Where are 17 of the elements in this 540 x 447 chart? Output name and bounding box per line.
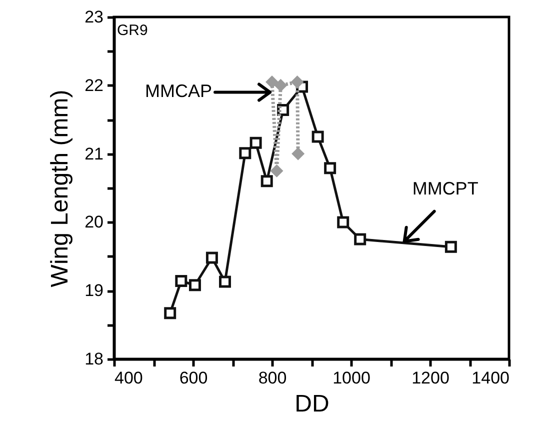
x-tick-label: 1400 xyxy=(472,368,510,388)
annotation: MMCAP xyxy=(145,81,212,102)
y-tick-label: 18 xyxy=(84,350,104,368)
annotation: GR9 xyxy=(117,22,148,39)
y-tick-label: 23 xyxy=(84,8,104,26)
x-tick-label: 400 xyxy=(114,368,143,388)
x-tick-label: 1200 xyxy=(412,368,450,388)
y-axis-title: Wing Length (mm) xyxy=(46,90,74,288)
y-tick-label: 20 xyxy=(84,212,104,232)
x-tick-label: 1000 xyxy=(332,368,370,388)
x-axis-title: DD xyxy=(294,390,330,418)
y-tick-label: 22 xyxy=(84,76,104,95)
x-tick-label: 600 xyxy=(179,368,208,388)
y-tick-label: 19 xyxy=(84,281,104,300)
annotation: MMCPT xyxy=(412,178,478,198)
x-tick-label: 800 xyxy=(258,368,287,388)
y-tick-label: 21 xyxy=(84,144,104,164)
